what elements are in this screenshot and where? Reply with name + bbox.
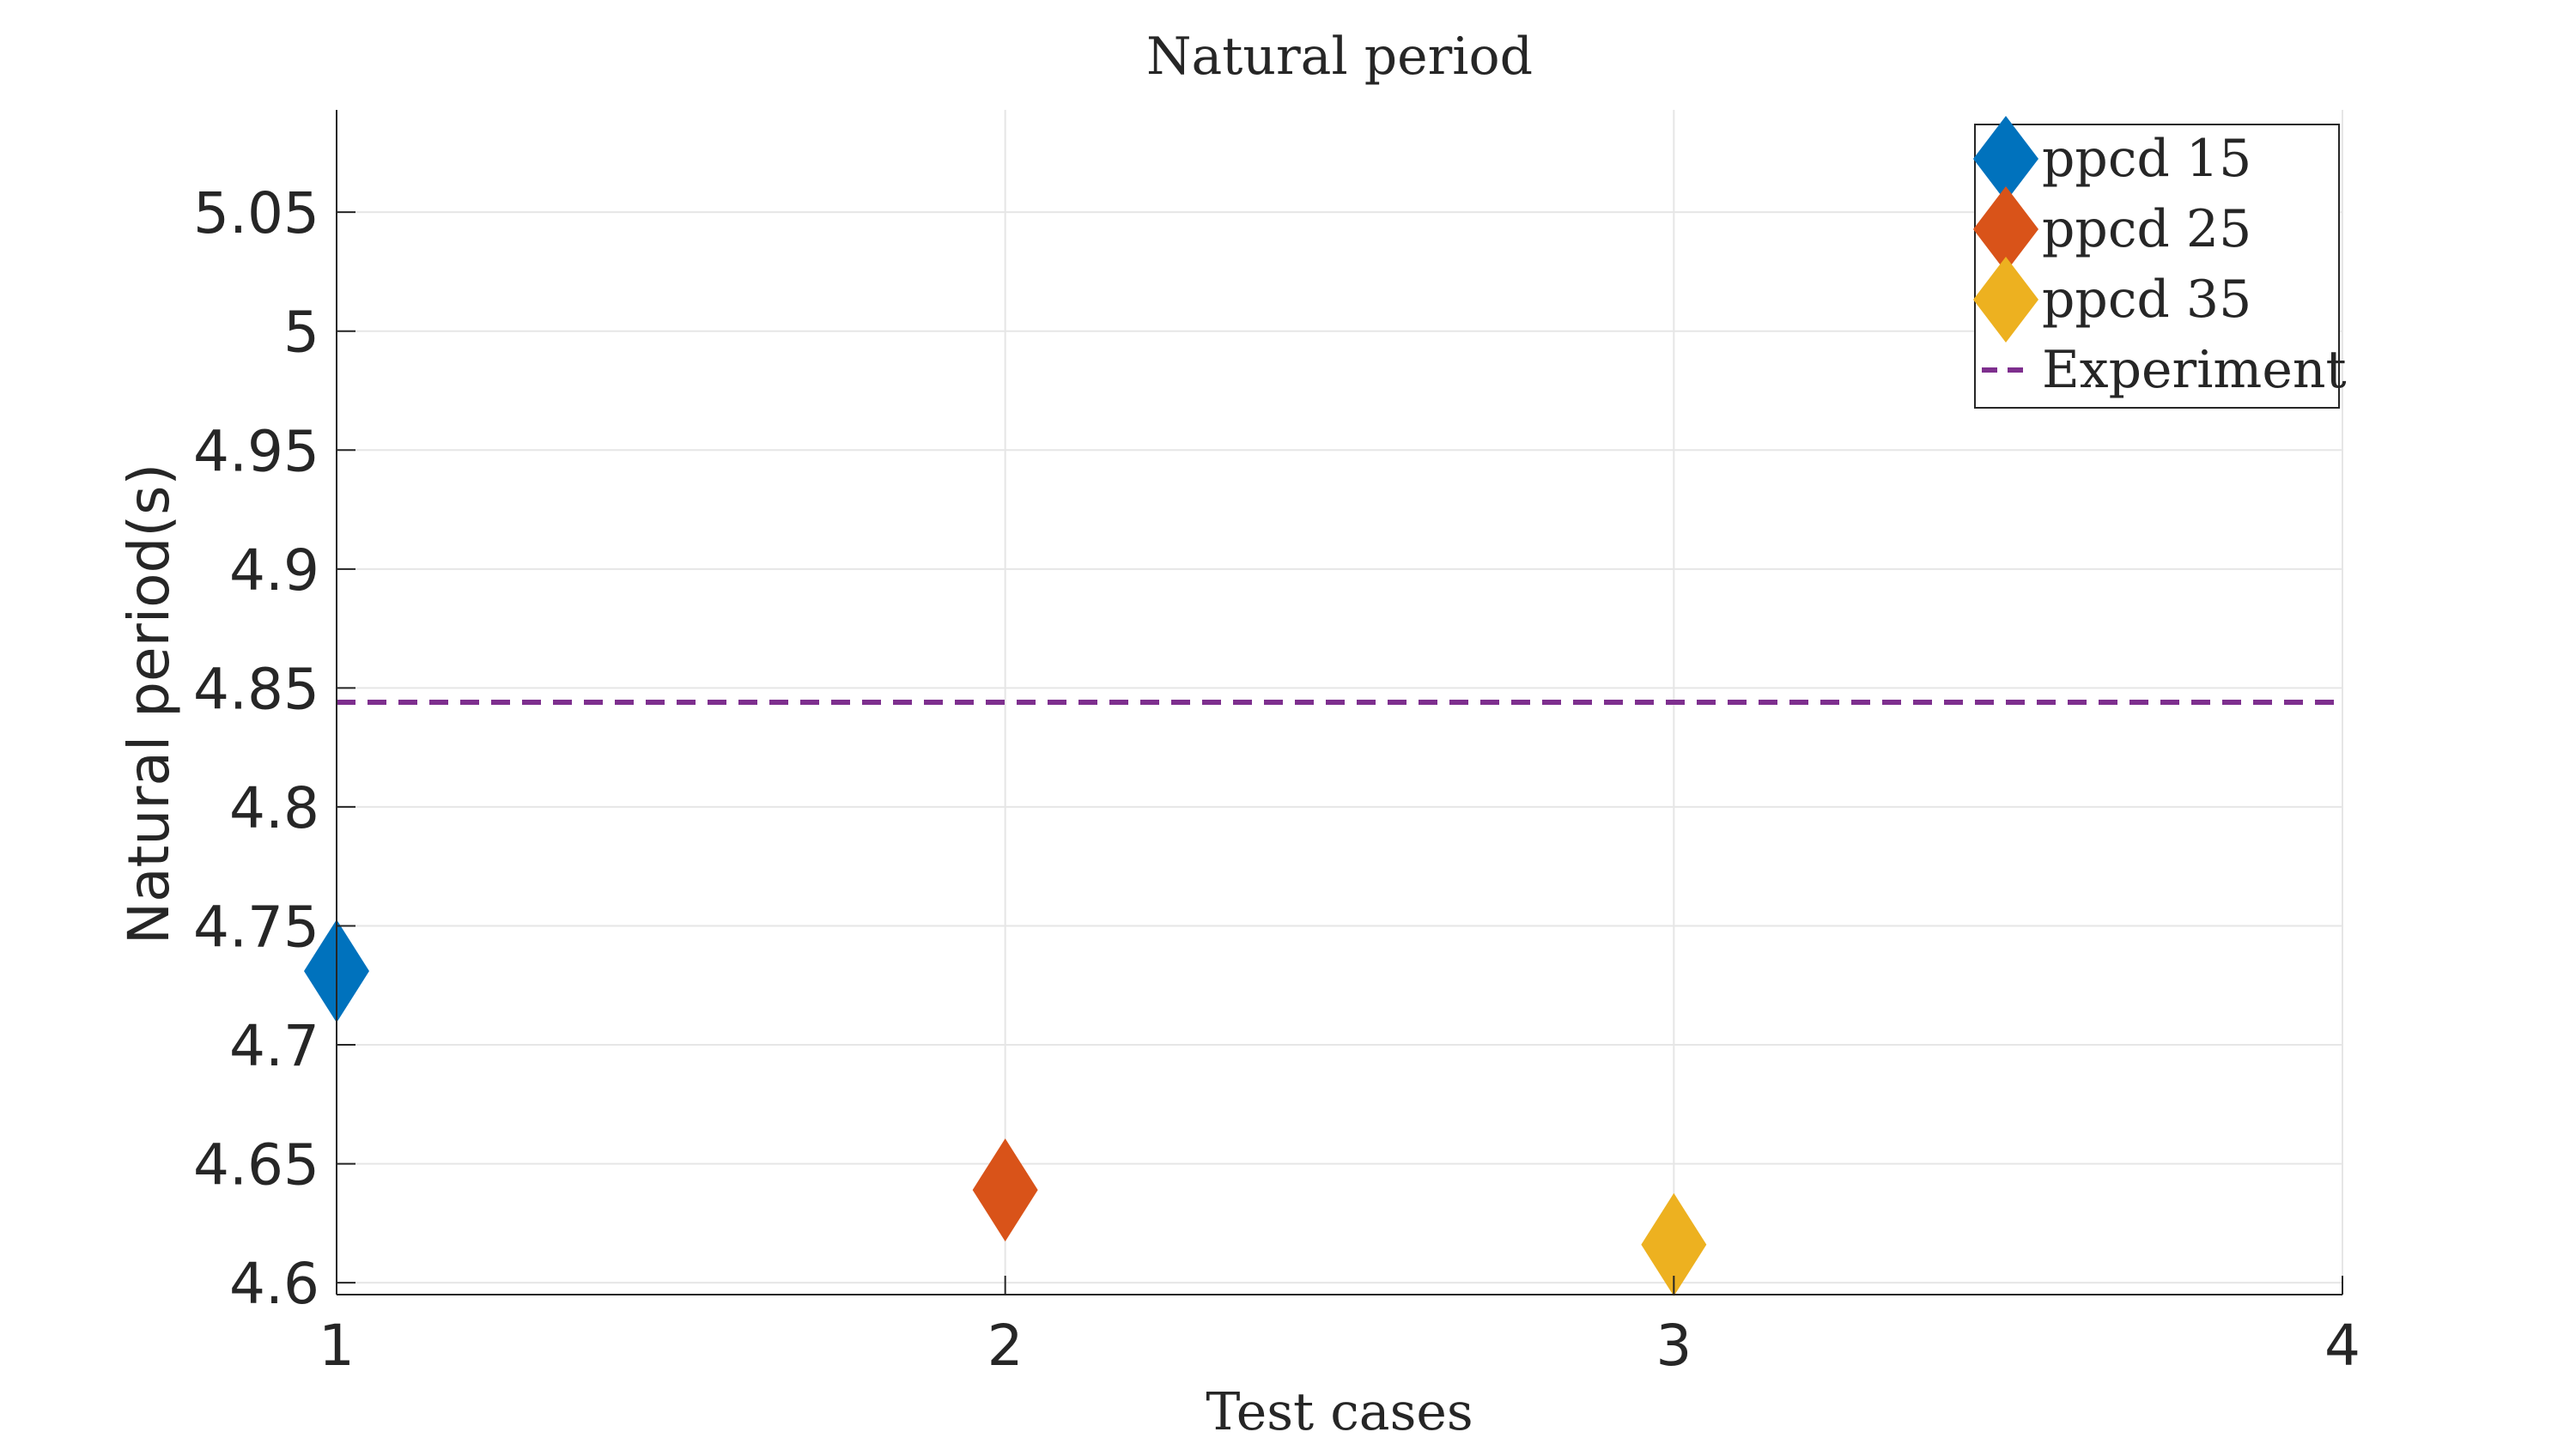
y-tick-label: 5: [283, 300, 319, 366]
x-axis-label: Test cases: [1206, 1382, 1473, 1442]
y-tick-label: 4.8: [229, 775, 319, 841]
y-tick-label: 4.75: [193, 894, 319, 960]
legend-marker: [1973, 116, 2038, 202]
y-tick-label: 4.9: [229, 537, 319, 604]
legend-label: ppcd 25: [2042, 199, 2251, 259]
data-point: [972, 1138, 1038, 1242]
y-axis-label: Natural period(s): [116, 464, 182, 945]
x-tick-label: 2: [987, 1313, 1024, 1379]
x-tick-label: 3: [1656, 1313, 1692, 1379]
y-tick-label: 4.65: [193, 1132, 319, 1198]
x-tick-label: 1: [319, 1313, 355, 1379]
y-tick-label: 5.05: [193, 180, 319, 246]
legend-label: ppcd 15: [2042, 129, 2251, 189]
y-tick-label: 4.95: [193, 418, 319, 484]
legend: ppcd 15 ppcd 25 ppcd 35 Experiment: [1973, 116, 2347, 409]
legend-box: [1974, 124, 2340, 409]
data-point: [1641, 1192, 1707, 1296]
y-tick-label: 4.85: [193, 656, 319, 722]
legend-label: ppcd 35: [2042, 270, 2251, 330]
legend-marker: [1973, 257, 2038, 343]
legend-label: Experiment: [2042, 340, 2347, 400]
chart-title: Natural period: [1146, 27, 1533, 87]
y-tick-label: 4.6: [229, 1251, 319, 1317]
y-tick-label: 4.7: [229, 1013, 319, 1079]
legend-marker: [1973, 186, 2038, 272]
axes: 1 2 3 4 4.6 4.65 4.7 4.75 4.8 4.85 4.9 4.95 5 5.05: [193, 110, 2360, 1379]
plot-area: [304, 700, 2342, 1296]
x-tick-label: 4: [2324, 1313, 2360, 1379]
